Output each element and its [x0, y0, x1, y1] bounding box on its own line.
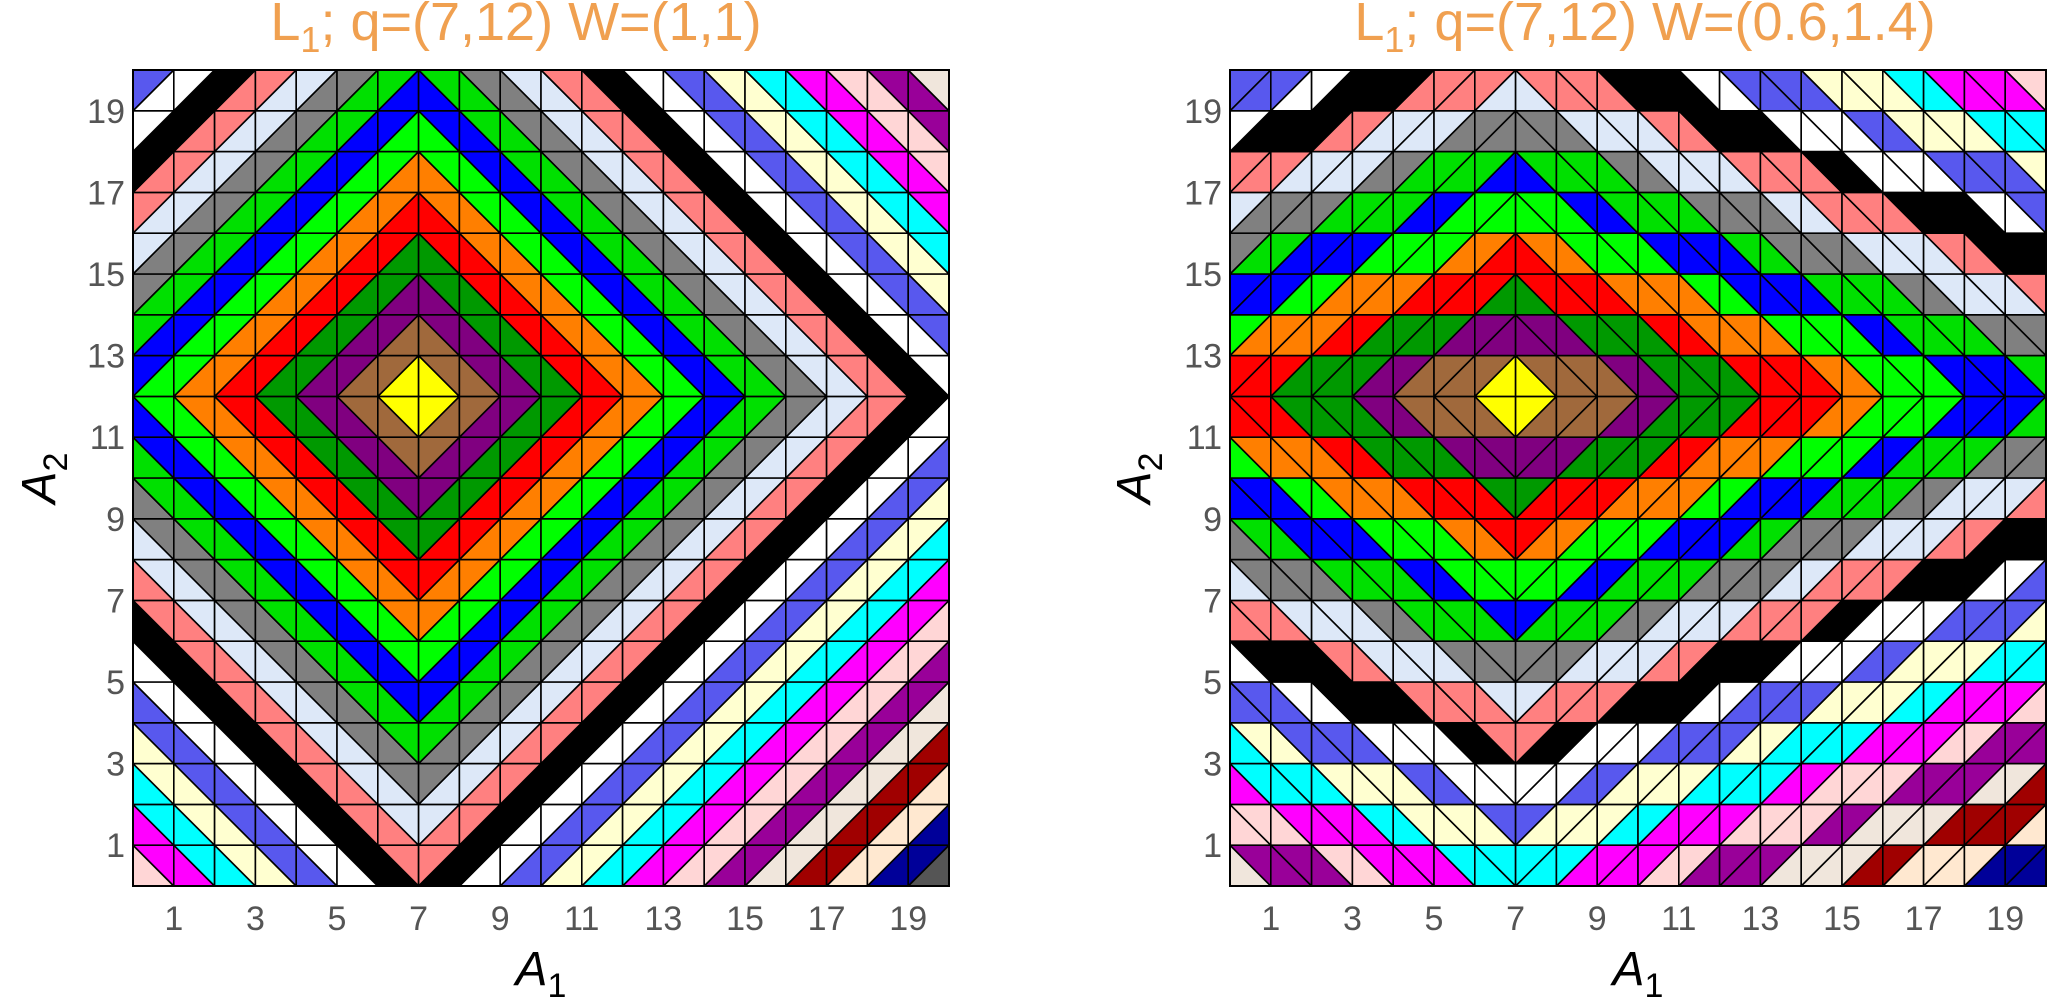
right-color-grid — [1229, 69, 2047, 887]
y-tick-label: 5 — [1203, 664, 1222, 702]
right-panel: L1; q=(7,12) W=(0.6,1.4) 1 3 5 7 9 11 13 15 17 19… — [1108, 0, 2047, 1000]
y-tick-label: 9 — [106, 501, 125, 539]
x-tick-label: 13 — [1741, 900, 1779, 938]
y-tick-label: 11 — [1187, 419, 1222, 457]
y-tick-label: 13 — [1184, 338, 1222, 376]
x-tick-label: 17 — [1905, 900, 1943, 938]
left-plot-frame — [132, 69, 950, 887]
y-tick-label: 11 — [90, 419, 125, 457]
left-panel-title: L1; q=(7,12) W=(1,1) — [270, 0, 761, 60]
left-panel: L1; q=(7,12) W=(1,1) 1 3 5 7 9 11 13 15 17 19 135… — [13, 0, 950, 1000]
y-tick-label: 3 — [1203, 746, 1222, 784]
y-tick-label: 17 — [87, 174, 125, 212]
x-tick-label: 5 — [328, 900, 347, 938]
x-tick-label: 1 — [164, 900, 183, 938]
left-color-grid — [132, 69, 950, 887]
x-tick-label: 19 — [889, 900, 927, 938]
y-tick-label: 9 — [1203, 501, 1222, 539]
right-x-ticks: 1 3 5 7 9 11 13 15 17 19 — [1261, 900, 2024, 938]
x-tick-label: 9 — [1588, 900, 1607, 938]
y-tick-label: 1 — [106, 827, 125, 865]
right-y-axis-label: A2 — [1108, 453, 1170, 507]
y-tick-label: 15 — [87, 256, 125, 294]
x-tick-label: 13 — [644, 900, 682, 938]
x-tick-label: 1 — [1261, 900, 1280, 938]
x-tick-label: 15 — [726, 900, 764, 938]
y-tick-label: 19 — [87, 93, 125, 131]
y-tick-label: 15 — [1184, 256, 1222, 294]
y-tick-label: 1 — [1203, 827, 1222, 865]
x-tick-label: 3 — [1343, 900, 1362, 938]
y-tick-label: 13 — [87, 338, 125, 376]
right-panel-title: L1; q=(7,12) W=(0.6,1.4) — [1354, 0, 1935, 60]
y-tick-label: 7 — [1203, 582, 1222, 620]
x-tick-label: 11 — [564, 900, 599, 938]
right-plot-frame — [1229, 69, 2047, 887]
y-tick-label: 7 — [106, 582, 125, 620]
left-y-axis-label: A2 — [13, 453, 75, 507]
y-tick-label: 19 — [1184, 93, 1222, 131]
x-tick-label: 7 — [409, 900, 428, 938]
x-tick-label: 19 — [1986, 900, 2024, 938]
x-tick-label: 9 — [491, 900, 510, 938]
x-tick-label: 7 — [1506, 900, 1525, 938]
right-x-axis-label: A1 — [1610, 943, 1664, 1000]
x-tick-label: 11 — [1661, 900, 1696, 938]
y-tick-label: 5 — [106, 664, 125, 702]
x-tick-label: 3 — [246, 900, 265, 938]
y-tick-label: 17 — [1184, 174, 1222, 212]
x-tick-label: 15 — [1823, 900, 1861, 938]
left-x-ticks: 1 3 5 7 9 11 13 15 17 19 — [164, 900, 927, 938]
x-tick-label: 5 — [1425, 900, 1444, 938]
x-tick-label: 17 — [808, 900, 846, 938]
y-tick-label: 3 — [106, 746, 125, 784]
left-x-axis-label: A1 — [513, 943, 567, 1000]
